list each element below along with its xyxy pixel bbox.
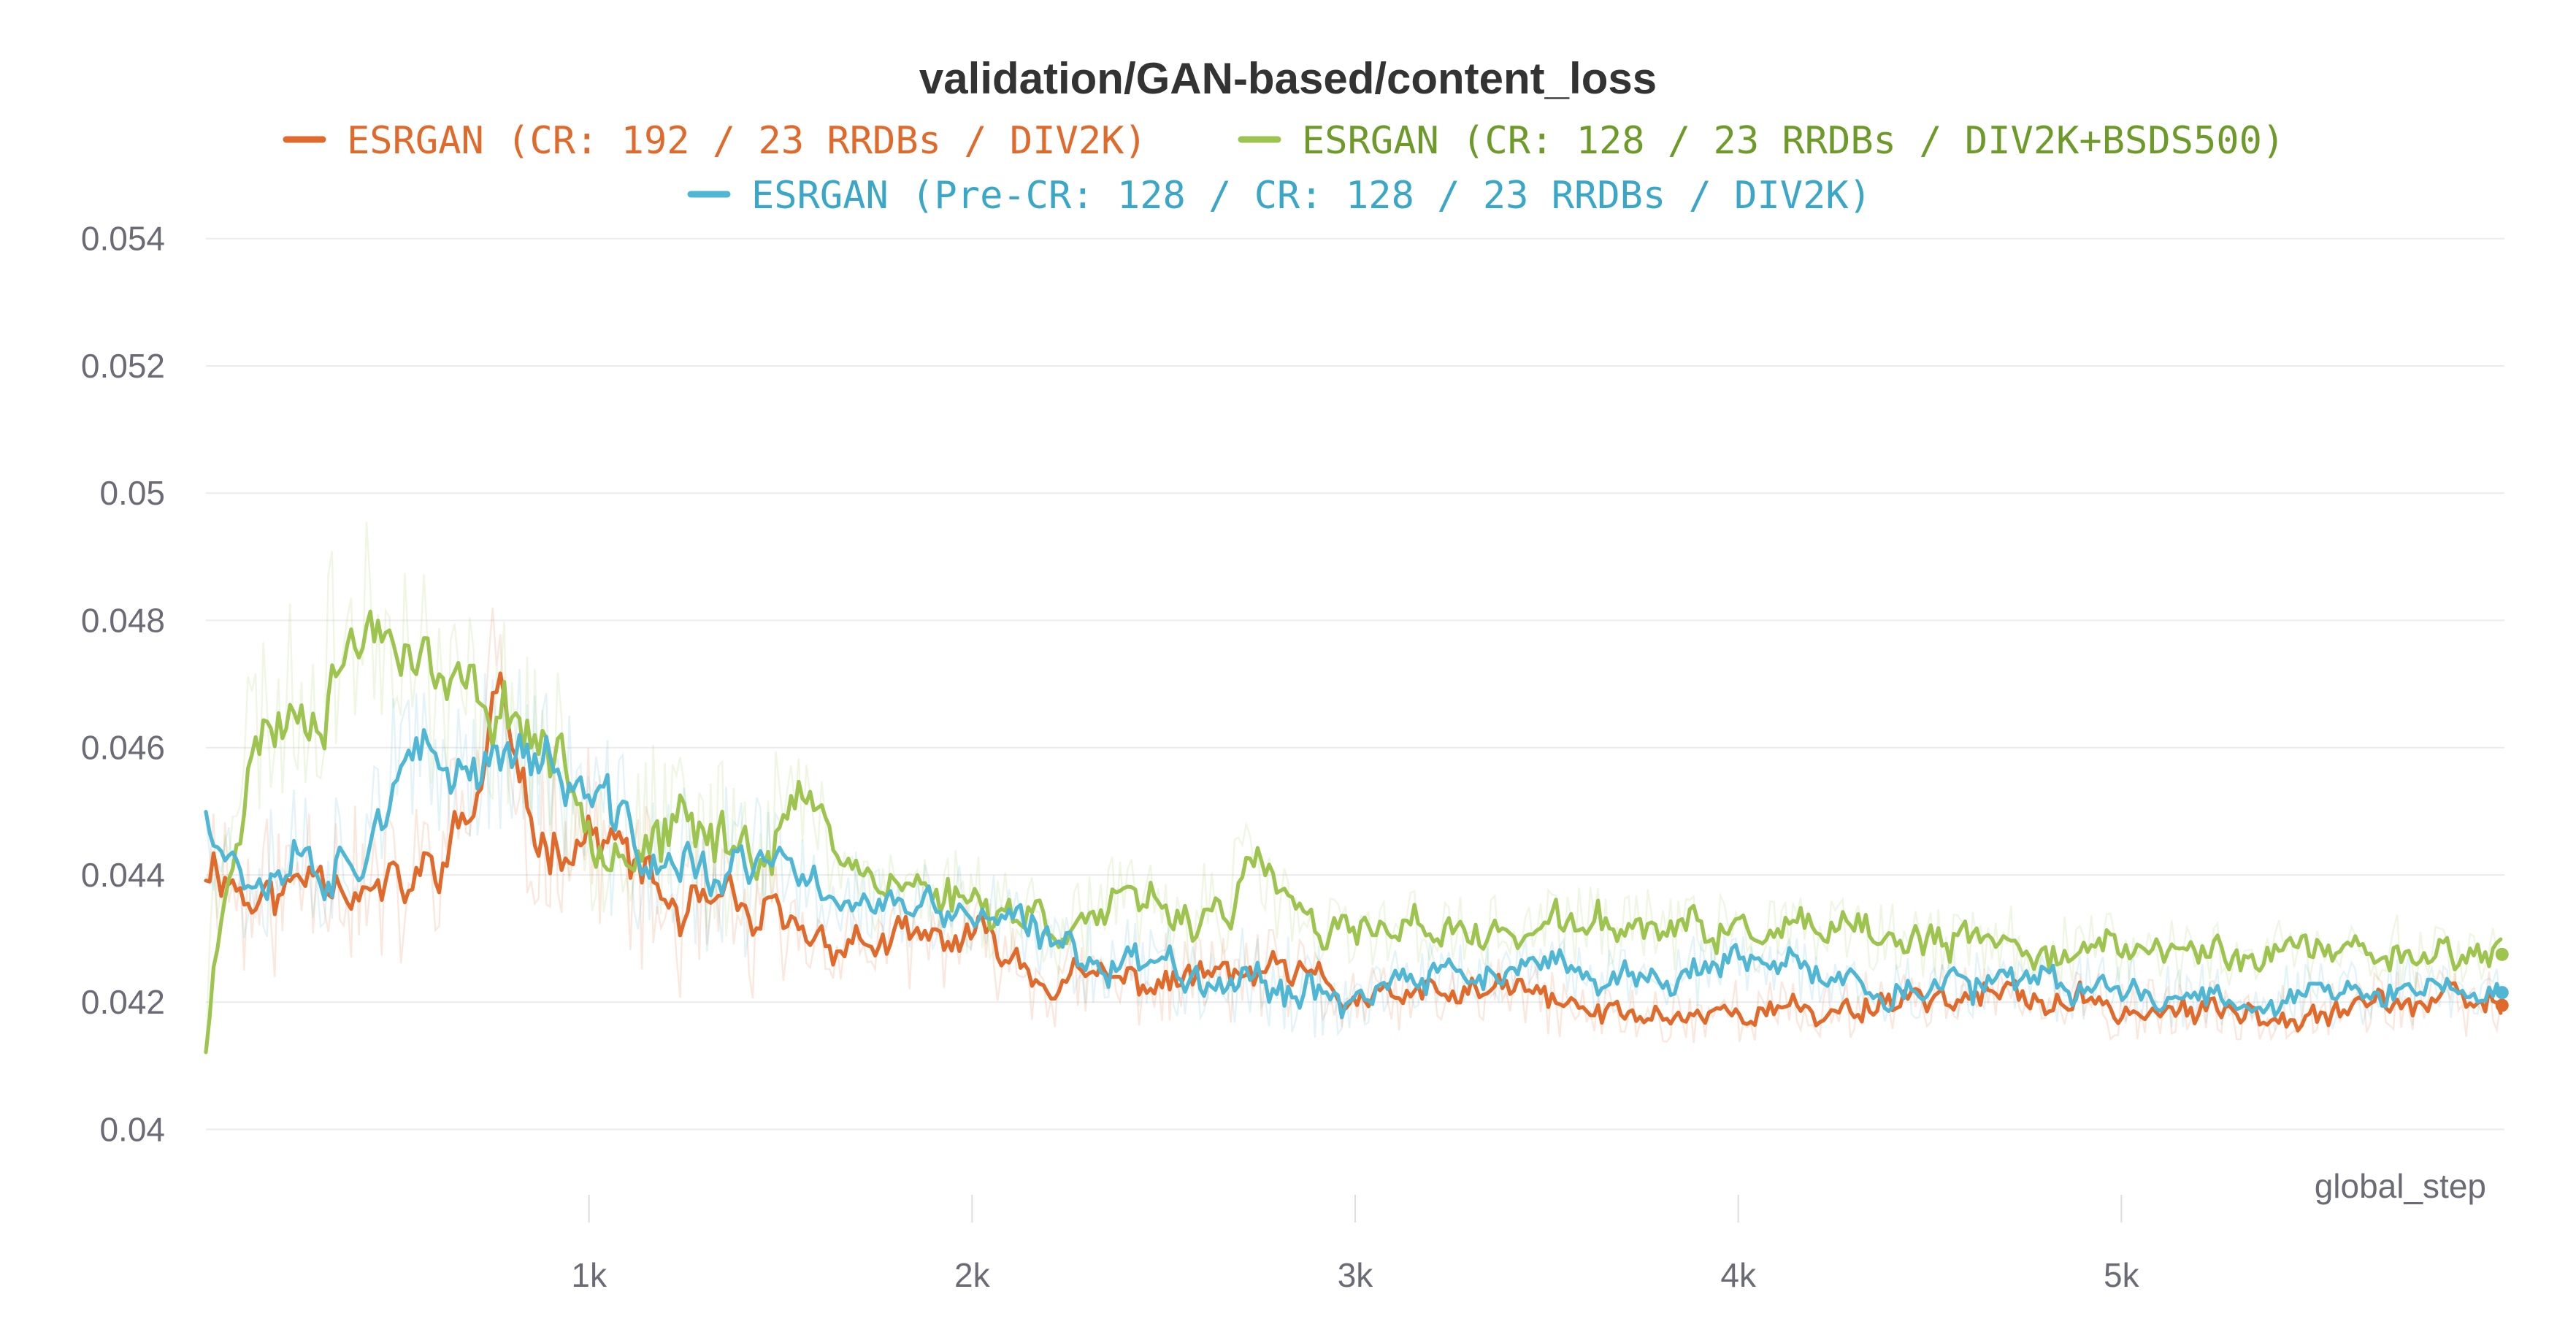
legend: ESRGAN (CR: 192 / 23 RRDBs / DIV2K) ESRG… <box>283 119 2285 218</box>
x-tick-label: 5k <box>2104 1256 2140 1294</box>
legend-item-esrgan-cr128-bsds[interactable]: ESRGAN (CR: 128 / 23 RRDBs / DIV2K+BSDS5… <box>1238 119 2285 163</box>
x-tick-label: 4k <box>1720 1256 1757 1294</box>
y-tick-label: 0.044 <box>81 856 165 894</box>
y-tick-label: 0.05 <box>99 474 165 512</box>
x-tick-label: 2k <box>954 1256 991 1294</box>
x-tick-label: 1k <box>571 1256 607 1294</box>
y-tick-label: 0.054 <box>81 220 165 258</box>
series-raw-line <box>204 668 2502 1038</box>
y-tick-label: 0.042 <box>81 983 165 1021</box>
x-axis-labels: 1k 2k 3k 4k 5k <box>571 1256 2139 1294</box>
series-end-marker <box>2495 947 2509 961</box>
y-tick-label: 0.04 <box>99 1110 165 1148</box>
series-line[interactable] <box>204 727 2503 1020</box>
y-axis-labels: 0.04 0.042 0.044 0.046 0.048 0.05 0.052 0.054 <box>81 220 165 1149</box>
raw-series-lines <box>204 521 2502 1055</box>
chart-title: validation/GAN-based/content_loss <box>919 54 1657 103</box>
series-raw-line <box>204 521 2502 1055</box>
x-tick-label: 3k <box>1338 1256 1374 1294</box>
legend-item-esrgan-cr192[interactable]: ESRGAN (CR: 192 / 23 RRDBs / DIV2K) <box>283 119 1147 163</box>
x-axis-label: global_step <box>2315 1167 2486 1205</box>
series-line[interactable] <box>204 609 2503 1055</box>
smoothed-series-lines <box>204 609 2503 1055</box>
legend-item-esrgan-precr128[interactable]: ESRGAN (Pre-CR: 128 / CR: 128 / 23 RRDBs… <box>687 174 1871 218</box>
series-raw-line <box>204 608 2502 1044</box>
y-tick-label: 0.046 <box>81 729 165 767</box>
legend-label-esrgan-cr192: ESRGAN (CR: 192 / 23 RRDBs / DIV2K) <box>347 119 1147 163</box>
series-end-marker <box>2495 998 2509 1012</box>
series-end-marker <box>2495 986 2509 1000</box>
legend-label-esrgan-precr128: ESRGAN (Pre-CR: 128 / CR: 128 / 23 RRDBs… <box>751 174 1871 218</box>
series-end-markers <box>2495 947 2509 1012</box>
y-tick-label: 0.052 <box>81 347 165 385</box>
x-axis-ticks <box>588 1195 2123 1223</box>
legend-label-esrgan-cr128-bsds: ESRGAN (CR: 128 / 23 RRDBs / DIV2K+BSDS5… <box>1302 119 2285 163</box>
y-tick-label: 0.048 <box>81 601 165 639</box>
